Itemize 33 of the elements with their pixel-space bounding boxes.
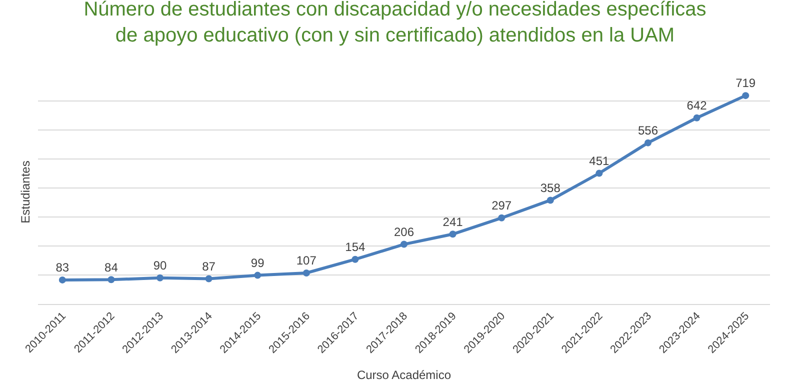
point	[205, 275, 212, 282]
point	[352, 256, 359, 263]
data-label: 99	[250, 256, 265, 270]
y-axis-title: Estudiantes	[18, 160, 32, 224]
data-label: 87	[202, 259, 216, 274]
data-label: 83	[56, 260, 70, 275]
data-label: 556	[638, 123, 658, 138]
data-label: 719	[736, 76, 756, 90]
data-label: 642	[686, 98, 708, 113]
point	[58, 276, 66, 284]
data-label: 358	[540, 180, 561, 195]
data-label: 451	[589, 154, 610, 168]
point	[254, 272, 262, 279]
point	[546, 196, 554, 204]
point	[693, 114, 700, 122]
point	[302, 269, 310, 276]
data-label: 84	[104, 260, 118, 274]
point	[449, 230, 456, 238]
point	[156, 274, 164, 282]
data-label: 90	[153, 258, 167, 273]
point	[742, 92, 750, 100]
point	[644, 139, 652, 146]
point	[400, 240, 408, 248]
chart-title: Número de estudiantes con discapacidad y/o necesidades específicas de apoyo educativo (con y sin certificado) atendidos en la UAM	[84, 0, 706, 47]
x-axis-title: Curso Académico	[356, 368, 452, 382]
data-label: 206	[394, 224, 414, 239]
point	[498, 214, 506, 222]
point	[596, 170, 603, 177]
data-label: 107	[296, 254, 317, 268]
point	[108, 276, 115, 284]
data-label: 241	[442, 214, 464, 229]
data-label: 154	[345, 240, 366, 254]
data-label: 297	[492, 198, 512, 213]
